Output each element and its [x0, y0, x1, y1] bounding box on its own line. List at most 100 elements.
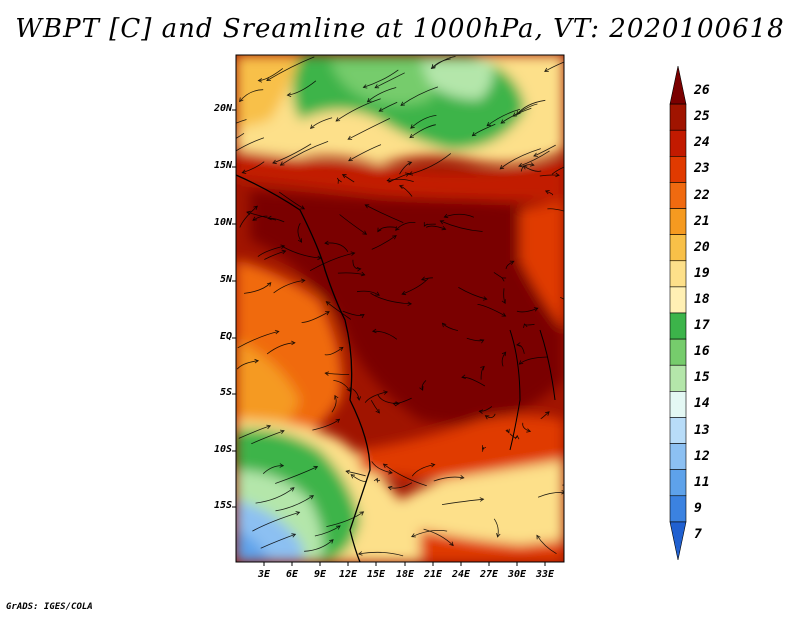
streamline — [401, 278, 429, 295]
streamline — [411, 464, 435, 477]
streamline — [312, 418, 340, 431]
streamline — [536, 535, 557, 555]
colorbar-label: 17 — [694, 318, 710, 334]
colorbar-swatch — [669, 208, 687, 235]
streamline-arrow — [325, 311, 330, 316]
coastline — [236, 174, 371, 562]
streamline — [314, 525, 341, 537]
streamline-arrow — [329, 539, 334, 544]
streamline-arrow — [205, 150, 209, 154]
streamline — [431, 56, 456, 69]
streamline-arrow — [533, 307, 539, 312]
streamline-arrow — [441, 225, 447, 231]
streamline — [399, 161, 412, 175]
colorbar-label: 12 — [694, 448, 710, 464]
streamline — [501, 351, 507, 367]
streamline — [255, 487, 295, 504]
colorbar-label: 26 — [694, 83, 710, 99]
streamline — [335, 98, 381, 122]
streamline-arrow — [375, 291, 380, 296]
lon-label: 30E — [507, 569, 527, 580]
streamline-arrow — [410, 124, 415, 129]
streamline-arrow — [347, 135, 353, 140]
streamline-arrow — [366, 97, 372, 103]
streamline-arrow — [335, 117, 341, 122]
lon-label: 6E — [285, 569, 299, 580]
colorbar-label: 18 — [694, 291, 710, 307]
streamline — [539, 174, 560, 177]
streamline — [356, 290, 380, 296]
streamline-arrow — [430, 462, 436, 468]
streamline — [309, 252, 355, 272]
streamline — [242, 161, 265, 174]
streamline — [236, 119, 247, 124]
streamline — [266, 56, 315, 81]
streamline-arrow — [392, 235, 397, 240]
colorbar-swatch — [669, 234, 687, 262]
streamline-arrow — [324, 371, 330, 376]
streamline-arrow — [300, 278, 306, 284]
streamline — [238, 425, 271, 439]
streamline — [537, 491, 564, 498]
streamline-arrow — [356, 267, 362, 272]
chart-title: WBPT [C] and Sreamline at 1000hPa, VT: 2… — [15, 14, 785, 44]
streamline-arrow — [266, 76, 271, 82]
streamline — [239, 89, 264, 102]
colorbar-swatch — [669, 65, 687, 105]
lat-label: EQ — [219, 331, 232, 342]
streamline — [410, 115, 437, 129]
colorbar-swatch — [669, 521, 687, 561]
streamline-arrow — [484, 415, 490, 420]
streamline-arrow — [480, 365, 485, 371]
streamline-arrow — [419, 386, 424, 391]
streamline — [440, 220, 483, 232]
streamline-arrow — [279, 463, 285, 468]
streamline — [267, 217, 285, 223]
streamline — [486, 108, 521, 127]
streamline — [337, 272, 365, 276]
colorbar-swatch — [669, 156, 687, 183]
streamline-arrow — [252, 216, 258, 221]
streamline-arrow — [388, 469, 393, 475]
streamline-arrow — [356, 396, 362, 401]
streamline-arrow — [516, 110, 521, 116]
streamline — [547, 208, 564, 212]
streamline — [387, 178, 414, 182]
streamline — [273, 280, 305, 294]
streamline — [365, 204, 404, 223]
streamline-arrow — [383, 390, 389, 395]
streamline-arrow — [561, 489, 564, 495]
streamline-arrow — [526, 428, 532, 433]
streamline — [370, 292, 412, 305]
streamline-arrow — [514, 434, 520, 440]
streamline-arrow — [364, 204, 370, 209]
streamline — [370, 400, 380, 414]
colorbar-label: 21 — [694, 213, 710, 229]
streamline — [520, 164, 534, 172]
streamline-arrow — [512, 112, 518, 117]
streamline — [395, 221, 416, 231]
streamline-arrow — [522, 165, 528, 170]
lon-label: 27E — [479, 569, 499, 580]
streamline — [363, 69, 399, 88]
lon-label: 3E — [257, 569, 271, 580]
colorbar-swatch — [669, 391, 687, 418]
colorbar-swatch — [669, 443, 687, 470]
streamline-arrow — [337, 178, 342, 184]
lat-label: 5S — [219, 387, 232, 398]
colorbar-swatch — [669, 103, 687, 131]
streamline-arrow — [281, 249, 287, 255]
streamline-arrow — [207, 136, 211, 140]
streamline-arrow — [291, 340, 296, 346]
streamline — [505, 260, 514, 270]
streamline — [252, 511, 300, 532]
streamline — [275, 495, 314, 512]
colorbar — [669, 65, 687, 561]
streamline-arrow — [377, 227, 382, 233]
streamline-arrow — [375, 408, 380, 414]
map-frame — [235, 54, 565, 563]
streamline — [379, 101, 398, 112]
streamline-arrow — [404, 172, 410, 177]
streamline-arrow — [407, 161, 413, 166]
streamline — [461, 376, 486, 387]
